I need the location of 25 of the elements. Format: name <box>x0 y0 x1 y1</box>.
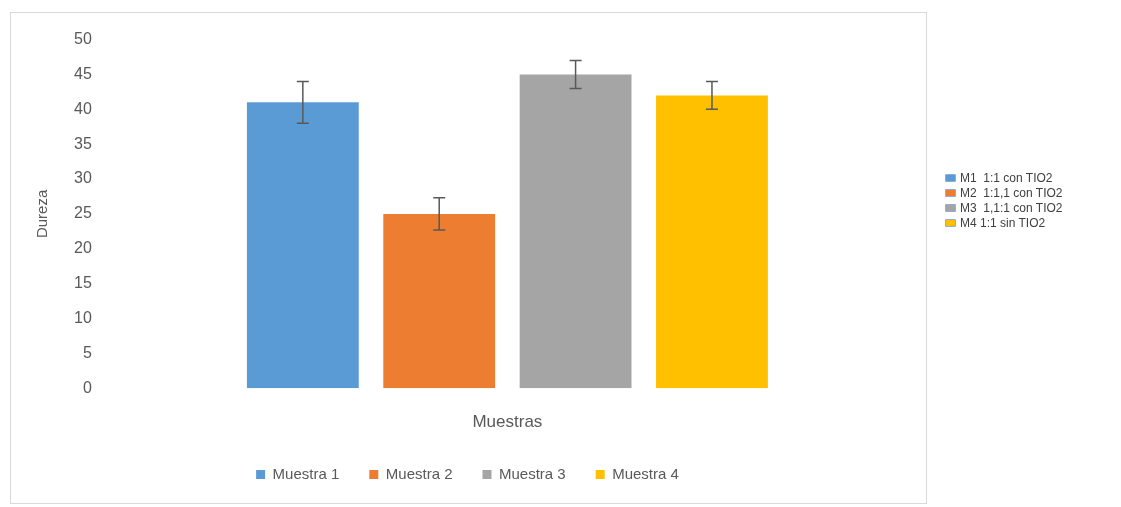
bar <box>656 95 768 389</box>
y-tick-label: 40 <box>74 99 92 117</box>
legend-label: Muestra 2 <box>385 464 453 482</box>
text: M2 1:1,1 con TIO2 <box>960 185 1063 200</box>
text: M4 1:1 sin TIO2 <box>960 215 1046 230</box>
y-tick-label: 35 <box>74 134 92 152</box>
text: M3 1,1:1 con TIO2 <box>960 200 1063 215</box>
bar <box>519 74 632 389</box>
legend-label: Muestra 1 <box>272 464 340 482</box>
y-tick-label: 30 <box>74 169 92 187</box>
y-tick-label: 20 <box>74 239 92 257</box>
legend-label: Muestra 4 <box>612 464 679 482</box>
y-tick-label: 25 <box>74 204 92 222</box>
y-axis-title: Dureza <box>33 189 51 239</box>
y-tick-label: 15 <box>74 274 92 292</box>
text: M1 1:1 con TIO2 <box>960 170 1053 185</box>
x-axis-title: Muestras <box>472 412 543 432</box>
y-tick-label: 5 <box>82 343 92 361</box>
legend-label: Muestra 3 <box>499 464 566 482</box>
bar <box>246 102 359 389</box>
y-tick-label: 0 <box>82 378 92 396</box>
y-tick-label: 50 <box>74 30 92 48</box>
bar <box>383 213 496 389</box>
y-tick-label: 10 <box>74 308 92 326</box>
y-tick-label: 45 <box>74 64 92 82</box>
